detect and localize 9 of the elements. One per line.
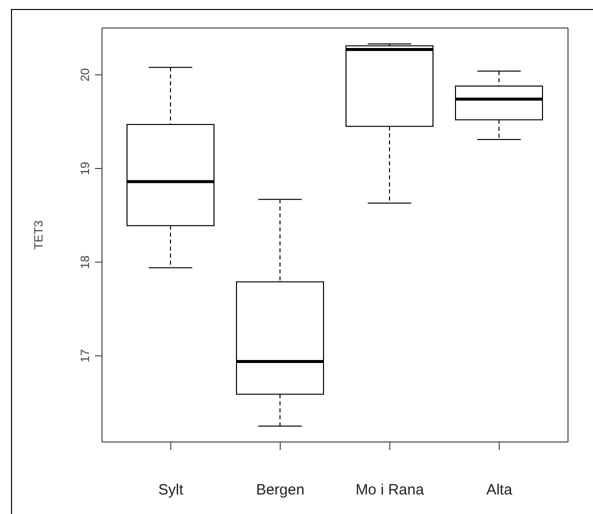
y-tick-label: 19	[78, 162, 92, 176]
y-axis-title: TET3	[31, 220, 46, 250]
y-tick-label: 18	[78, 255, 92, 269]
y-tick-label: 17	[78, 348, 92, 363]
x-tick-label: Alta	[486, 482, 513, 499]
x-tick-label: Bergen	[256, 482, 304, 499]
x-tick-label: Sylt	[158, 482, 184, 499]
x-tick-label: Mo i Rana	[356, 482, 425, 499]
y-tick-label: 20	[78, 68, 92, 82]
